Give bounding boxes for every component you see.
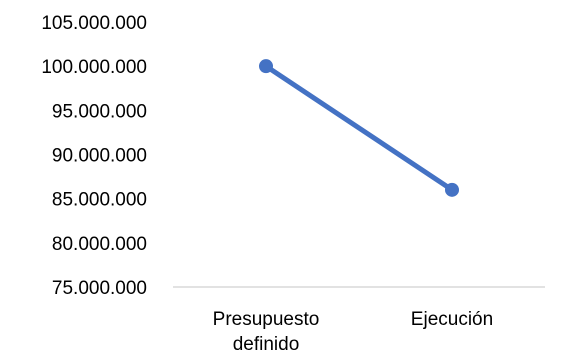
data-point (259, 59, 273, 74)
data-point (445, 182, 459, 197)
x-axis-category-labels: Presupuesto definido Ejecución (213, 309, 494, 354)
y-tick-label: 90.000.000 (52, 146, 147, 167)
y-axis-tick-labels: 75.000.000 80.000.000 85.000.000 90.000.000… (41, 13, 147, 299)
x-category-label: Presupuesto definido (213, 309, 320, 354)
y-tick-label: 95.000.000 (52, 101, 147, 122)
y-tick-label: 85.000.000 (52, 190, 147, 211)
series-line (263, 63, 455, 193)
y-tick-label: 105.000.000 (41, 13, 147, 34)
y-tick-label: 80.000.000 (52, 234, 147, 255)
y-tick-label: 75.000.000 (52, 278, 147, 299)
y-tick-label: 100.000.000 (41, 57, 147, 78)
x-category-label: Ejecución (411, 309, 493, 330)
series-group (259, 59, 459, 197)
